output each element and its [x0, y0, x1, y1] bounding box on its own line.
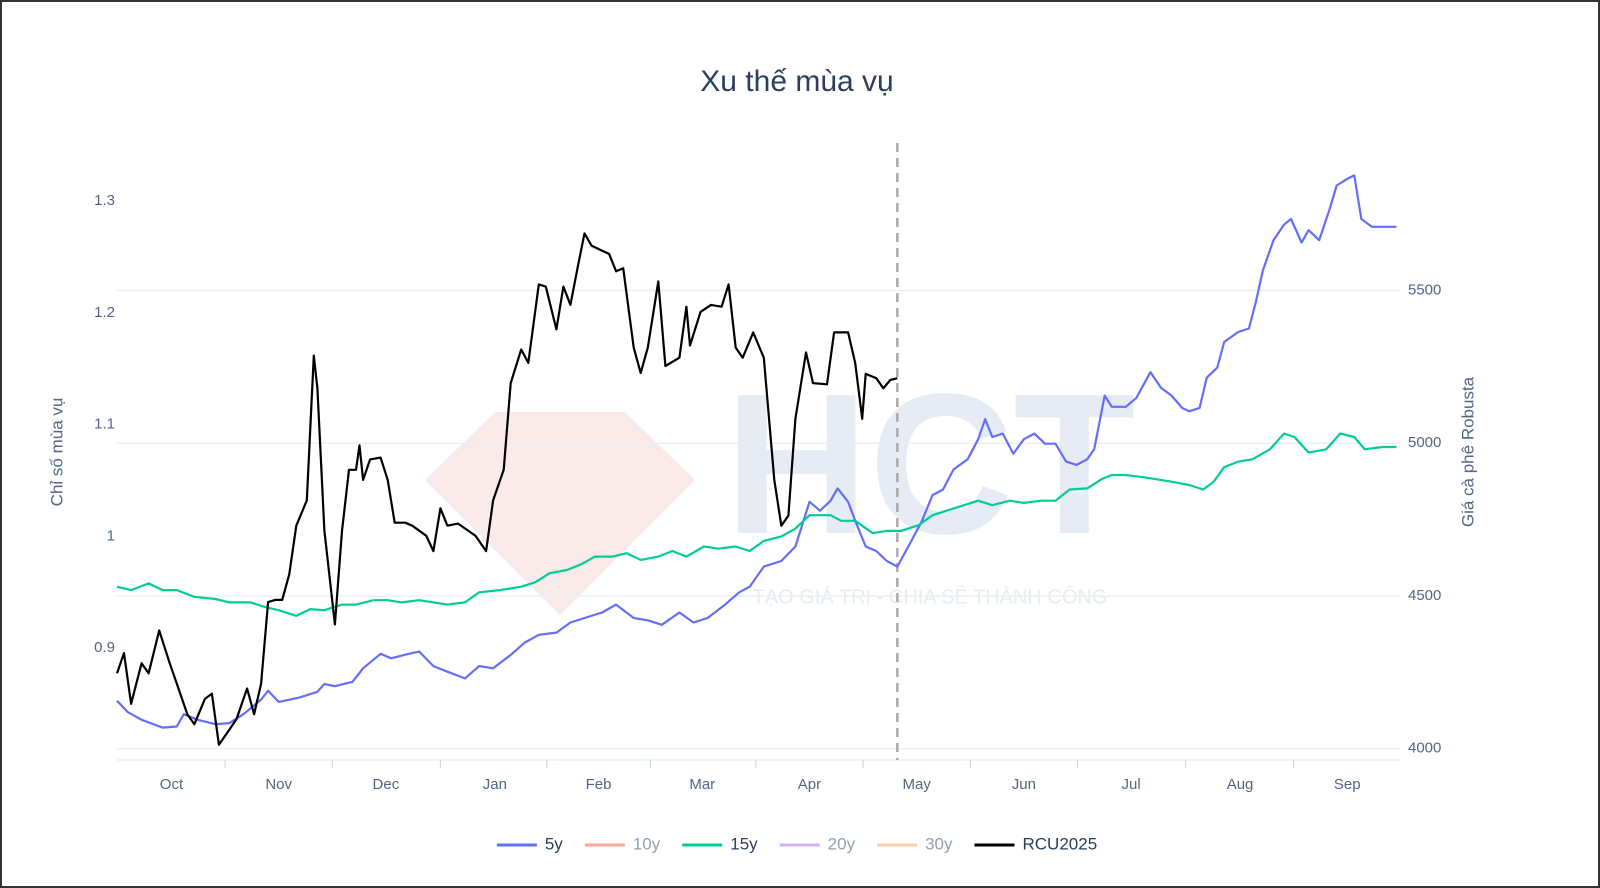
y-tick-label: 1 [107, 527, 115, 544]
legend-label: 10y [633, 834, 661, 853]
y-tick-label: 1.1 [94, 416, 115, 433]
legend-item[interactable]: 10y [584, 834, 661, 853]
x-tick-label: Nov [265, 776, 292, 793]
x-tick-label: Aug [1227, 776, 1254, 793]
x-tick-label: Jun [1012, 776, 1036, 793]
legend-label: 15y [730, 834, 758, 853]
series-line [116, 432, 1397, 617]
x-tick-label: Dec [373, 776, 400, 793]
y2-tick-label: 4000 [1408, 740, 1441, 757]
legend-item[interactable]: 5y [496, 834, 563, 853]
x-tick-label: May [903, 776, 932, 793]
y-tick-label: 1.3 [94, 192, 115, 209]
x-tick-label: Mar [689, 776, 715, 793]
legend-label: 5y [545, 834, 563, 853]
y2-tick-label: 4500 [1408, 587, 1441, 604]
x-tick-label: Oct [160, 776, 184, 793]
x-tick-label: Apr [798, 776, 821, 793]
x-tick-label: Jan [483, 776, 507, 793]
x-tick-label: Sep [1334, 776, 1361, 793]
legend-item[interactable]: 30y [877, 834, 953, 853]
y-tick-label: 0.9 [94, 639, 115, 656]
legend-label: 30y [925, 834, 953, 853]
y-tick-label: 1.2 [94, 304, 115, 321]
legend-label: RCU2025 [1023, 834, 1098, 853]
legend-label: 20y [828, 834, 856, 853]
y2-tick-label: 5500 [1408, 281, 1441, 298]
x-tick-label: Feb [586, 776, 612, 793]
y2-tick-label: 5000 [1408, 434, 1441, 451]
legend-item[interactable]: 15y [682, 834, 758, 853]
chart-title: Xu thế mùa vụ [700, 65, 893, 98]
y-axis-title: Chỉ số mùa vụ [47, 398, 66, 507]
legend: 5y 10y 15y 20y 30y RCU2025 [496, 834, 1098, 853]
watermark-logo [425, 412, 695, 615]
watermark-tagline: TẠO GIÁ TRỊ - CHIA SẺ THÀNH CÔNG [753, 585, 1108, 608]
series-line [115, 232, 898, 746]
y2-axis-title: Giá cà phê Robusta [1458, 376, 1477, 527]
x-tick-label: Jul [1122, 776, 1141, 793]
legend-item[interactable]: RCU2025 [974, 834, 1098, 853]
legend-item[interactable]: 20y [779, 834, 856, 853]
